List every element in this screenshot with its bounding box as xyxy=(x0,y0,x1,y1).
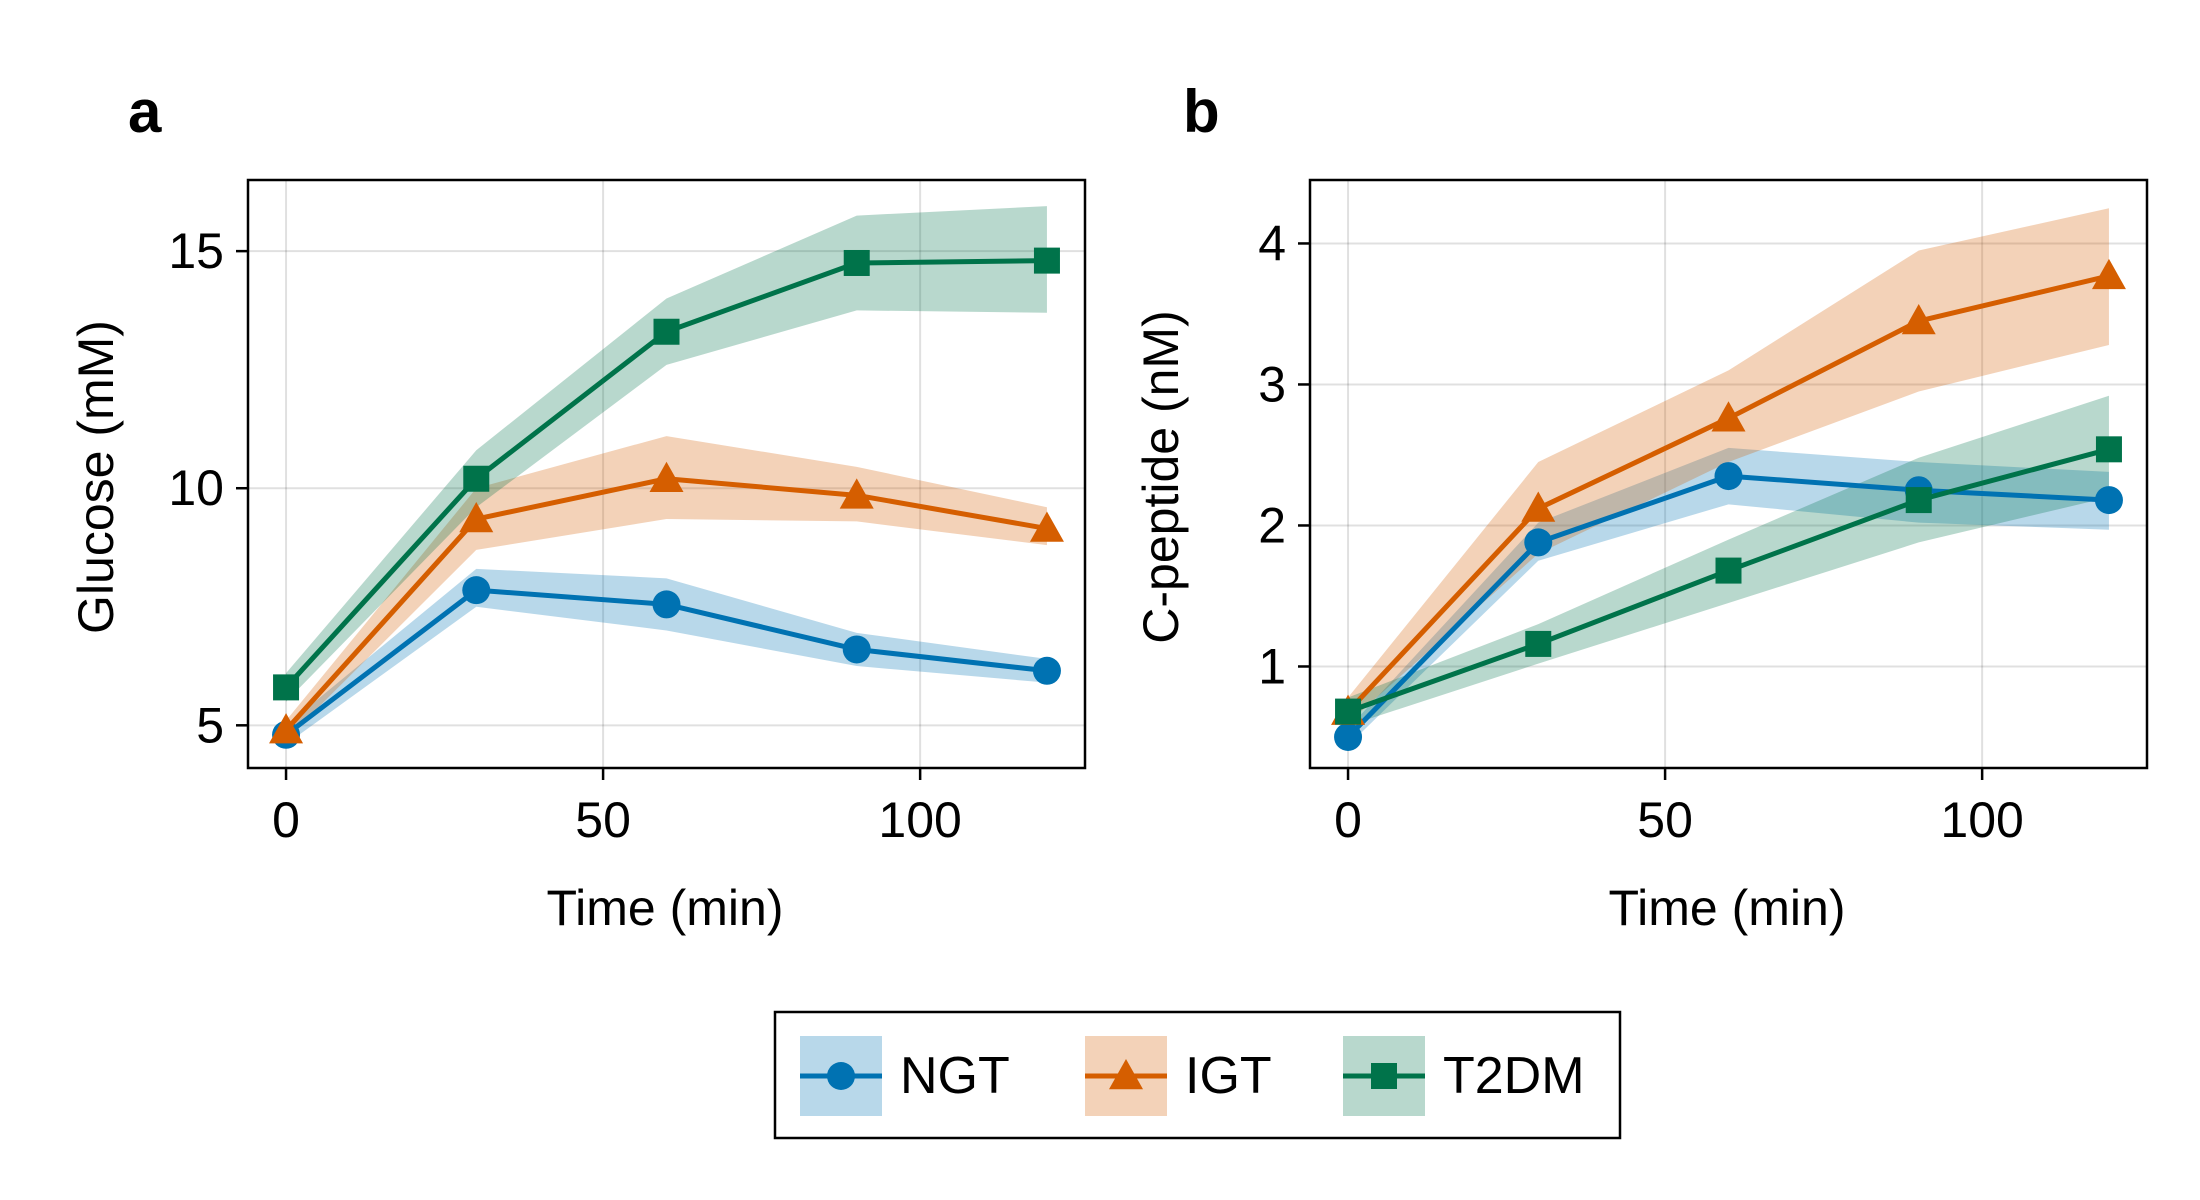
panel-b-y-tick-label: 2 xyxy=(1258,497,1286,553)
panel-b-x-tick-label: 50 xyxy=(1637,792,1693,848)
panel-a-igt-point xyxy=(649,461,684,493)
panel-b-ngt-point xyxy=(1714,462,1743,491)
panel-a-t2dm-band xyxy=(286,206,1047,702)
panel-b-igt-point xyxy=(2091,258,2126,290)
panel-a-y-tick-label: 10 xyxy=(168,460,224,516)
panel-b-t2dm-point xyxy=(1905,487,1932,514)
panel-a-ylabel: Glucose (mM) xyxy=(68,320,124,634)
panel-a-y-tick-label: 15 xyxy=(168,223,224,279)
panel-b-frame xyxy=(1308,178,2149,770)
panel-b-x-tick-label: 100 xyxy=(1940,792,2023,848)
panel-b-y-tick-label: 3 xyxy=(1258,356,1286,412)
legend-marker-ngt xyxy=(827,1062,855,1090)
legend-marker-t2dm xyxy=(1371,1063,1397,1089)
panel-b-xlabel: Time (min) xyxy=(1608,880,1845,936)
panel-a-igt-point xyxy=(1029,511,1064,542)
panel-b-x-tick-label: 0 xyxy=(1334,792,1362,848)
panel-b-t2dm-point xyxy=(2095,436,2122,463)
panel-b-y-tick-label: 1 xyxy=(1258,638,1286,694)
legend-label-igt: IGT xyxy=(1185,1047,1272,1105)
panel-a-t2dm-point xyxy=(273,674,300,701)
legend-label-t2dm: T2DM xyxy=(1443,1047,1585,1105)
panel-a-igt-point xyxy=(269,713,304,744)
panel-a-ngt-point xyxy=(842,635,871,664)
panel-a-x-tick-label: 0 xyxy=(272,792,300,848)
legend-marker-igt xyxy=(1109,1059,1143,1090)
panel-b: 0 50 100 1 2 3 4 b Time (min) C-peptide (nM) xyxy=(1133,78,2149,936)
panel-b-igt-point xyxy=(1901,304,1936,335)
panel-b-ngt-band xyxy=(1348,447,2109,746)
panel-b-igt-point xyxy=(1711,401,1746,432)
panel-a-t2dm-point xyxy=(1033,247,1060,274)
panel-b-plot-area: 0 50 100 1 2 3 4 xyxy=(1258,178,2149,848)
panel-b-ngt-point xyxy=(1334,722,1363,751)
panel-b-label: b xyxy=(1183,78,1220,145)
panel-a-igt-point xyxy=(459,502,494,533)
panel-a-ngt-point xyxy=(1032,656,1061,685)
legend-frame xyxy=(773,1010,1622,1140)
panel-b-ngt-point xyxy=(1524,528,1553,557)
panel-b-igt-point xyxy=(1521,491,1556,522)
panel-b-t2dm-point xyxy=(1715,557,1742,584)
panel-a-t2dm-point xyxy=(463,465,490,492)
panel-b-igt-band xyxy=(1348,208,2109,723)
panel-a-x-tick-label: 100 xyxy=(878,792,961,848)
panel-a-ngt-point xyxy=(652,590,681,619)
panel-a-label: a xyxy=(128,78,162,145)
panel-b-t2dm-point xyxy=(1335,698,1362,725)
panel-a-x-tick-label: 50 xyxy=(575,792,631,848)
panel-b-ylabel: C-peptide (nM) xyxy=(1133,310,1189,643)
panel-a-frame xyxy=(246,178,1087,770)
panel-a-y-tick-label: 5 xyxy=(196,697,224,753)
panel-a-ngt-point xyxy=(462,576,491,605)
legend: NGT IGT T2DM xyxy=(773,1010,1622,1140)
panel-a-t2dm-point xyxy=(653,318,680,345)
panel-a: 0 50 100 5 10 15 a Time (min) Glucose (mM) xyxy=(68,78,1087,936)
panel-a-xlabel: Time (min) xyxy=(546,880,783,936)
panel-b-ngt-point xyxy=(2094,486,2123,515)
panel-a-igt-point xyxy=(839,478,874,509)
panel-a-plot-area: 0 50 100 5 10 15 xyxy=(168,178,1087,848)
panel-b-t2dm-point xyxy=(1525,630,1552,657)
legend-label-ngt: NGT xyxy=(900,1047,1010,1105)
panel-a-t2dm-point xyxy=(843,249,870,276)
panel-b-y-tick-label: 4 xyxy=(1258,215,1286,271)
